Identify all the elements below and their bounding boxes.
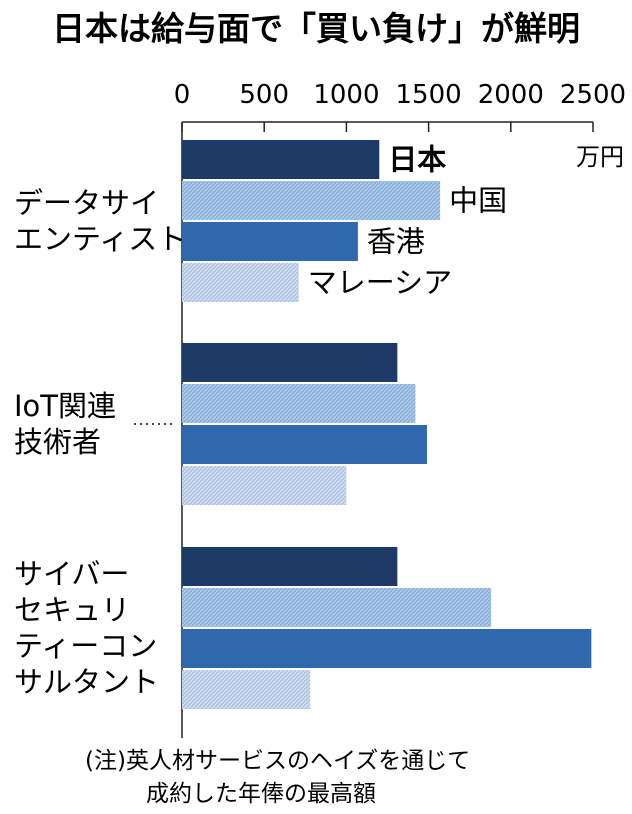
bar	[182, 140, 380, 179]
bar	[182, 181, 441, 220]
note-line-2: 成約した年俸の最高額	[146, 781, 376, 807]
legend-label: マレーシア	[308, 266, 452, 300]
bars	[182, 140, 592, 709]
x-tick-label: 2500	[560, 80, 626, 110]
unit-label: 万円	[576, 143, 624, 171]
category-label: データサイ	[14, 186, 159, 220]
category-label: 技術者	[14, 425, 101, 459]
bar	[182, 670, 311, 709]
bar	[182, 263, 299, 302]
bar	[182, 222, 358, 261]
legend-label: 日本	[388, 143, 446, 177]
chart-title: 日本は給与面で「買い負け」が鮮明	[52, 9, 580, 48]
bar	[182, 466, 347, 505]
bar	[182, 384, 416, 423]
category-label: サイバー	[14, 557, 129, 591]
category-label: ティーコン	[14, 629, 157, 663]
bar	[182, 629, 592, 668]
note-line-1: (注)英人材サービスのヘイズを通じて	[85, 748, 470, 774]
x-tick-label: 1000	[313, 80, 379, 110]
x-tick-label: 1500	[396, 80, 462, 110]
bar	[182, 547, 398, 586]
x-tick-label: 0	[174, 80, 191, 110]
category-label: サルタント	[14, 665, 159, 699]
category-label: セキュリ	[14, 593, 130, 627]
x-tick-label: 500	[239, 80, 289, 110]
category-label: エンティスト	[14, 222, 186, 256]
legend-label: 香港	[367, 225, 425, 259]
bar	[182, 588, 492, 627]
legend-label: 中国	[449, 184, 507, 218]
category-label: IoT関連	[14, 389, 116, 423]
bar	[182, 343, 398, 382]
x-axis: 0 500 1000 1500 2000 2500	[174, 80, 626, 738]
bar	[182, 425, 427, 464]
x-tick-label: 2000	[478, 80, 544, 110]
